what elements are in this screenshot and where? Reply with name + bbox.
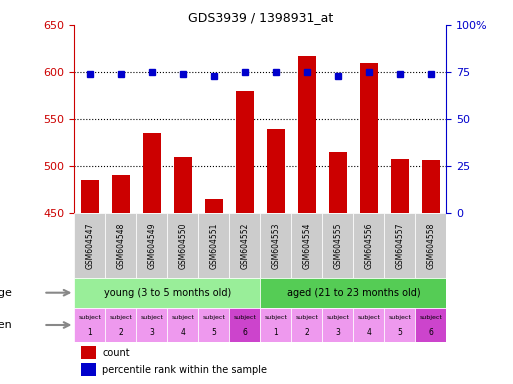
- Text: GSM604548: GSM604548: [116, 222, 125, 269]
- Bar: [136, 214, 167, 278]
- Text: subject: subject: [264, 315, 287, 320]
- Bar: [384, 214, 416, 278]
- Bar: [298, 56, 316, 214]
- Text: age: age: [0, 288, 12, 298]
- Bar: [81, 180, 99, 214]
- Bar: [167, 214, 199, 278]
- Text: GSM604552: GSM604552: [241, 222, 249, 269]
- Text: young (3 to 5 months old): young (3 to 5 months old): [104, 288, 231, 298]
- Bar: [322, 214, 353, 278]
- Text: subject: subject: [203, 315, 225, 320]
- Bar: [74, 214, 105, 278]
- Text: 1: 1: [273, 328, 278, 337]
- Bar: [229, 214, 260, 278]
- Text: 2: 2: [119, 328, 123, 337]
- Bar: [260, 308, 291, 343]
- Bar: [360, 63, 378, 214]
- Bar: [235, 91, 254, 214]
- Bar: [229, 308, 260, 343]
- Bar: [291, 308, 322, 343]
- Bar: [74, 278, 260, 308]
- Text: GSM604556: GSM604556: [364, 222, 373, 269]
- Text: subject: subject: [171, 315, 194, 320]
- Bar: [81, 346, 96, 359]
- Bar: [416, 214, 446, 278]
- Bar: [81, 363, 96, 376]
- Text: 4: 4: [366, 328, 371, 337]
- Text: GSM604551: GSM604551: [209, 222, 219, 269]
- Title: GDS3939 / 1398931_at: GDS3939 / 1398931_at: [188, 11, 333, 24]
- Text: percentile rank within the sample: percentile rank within the sample: [102, 365, 267, 375]
- Bar: [353, 308, 384, 343]
- Bar: [390, 159, 409, 214]
- Bar: [260, 214, 291, 278]
- Bar: [167, 308, 199, 343]
- Bar: [322, 308, 353, 343]
- Text: 6: 6: [428, 328, 433, 337]
- Text: subject: subject: [419, 315, 442, 320]
- Bar: [291, 214, 322, 278]
- Bar: [384, 308, 416, 343]
- Bar: [353, 214, 384, 278]
- Text: GSM604550: GSM604550: [179, 222, 187, 269]
- Bar: [205, 199, 223, 214]
- Text: subject: subject: [233, 315, 256, 320]
- Bar: [173, 157, 192, 214]
- Bar: [105, 214, 136, 278]
- Text: subject: subject: [358, 315, 380, 320]
- Bar: [143, 133, 161, 214]
- Text: 6: 6: [243, 328, 247, 337]
- Text: subject: subject: [109, 315, 132, 320]
- Text: 3: 3: [336, 328, 340, 337]
- Text: 1: 1: [88, 328, 92, 337]
- Text: GSM604549: GSM604549: [147, 222, 156, 269]
- Text: aged (21 to 23 months old): aged (21 to 23 months old): [287, 288, 420, 298]
- Bar: [328, 152, 347, 214]
- Text: specimen: specimen: [0, 320, 12, 330]
- Text: 3: 3: [149, 328, 154, 337]
- Text: 5: 5: [398, 328, 402, 337]
- Bar: [136, 308, 167, 343]
- Text: subject: subject: [78, 315, 102, 320]
- Bar: [416, 308, 446, 343]
- Text: GSM604547: GSM604547: [85, 222, 94, 269]
- Text: count: count: [102, 348, 130, 358]
- Bar: [111, 175, 130, 214]
- Bar: [74, 308, 105, 343]
- Text: 5: 5: [211, 328, 216, 337]
- Bar: [199, 308, 229, 343]
- Text: subject: subject: [295, 315, 318, 320]
- Text: subject: subject: [388, 315, 411, 320]
- Bar: [422, 160, 440, 214]
- Text: GSM604553: GSM604553: [271, 222, 280, 269]
- Text: GSM604555: GSM604555: [333, 222, 342, 269]
- Text: subject: subject: [141, 315, 163, 320]
- Text: 4: 4: [181, 328, 185, 337]
- Text: GSM604558: GSM604558: [426, 222, 436, 269]
- Text: 2: 2: [304, 328, 309, 337]
- Bar: [260, 278, 446, 308]
- Bar: [267, 129, 285, 214]
- Bar: [105, 308, 136, 343]
- Text: GSM604554: GSM604554: [302, 222, 311, 269]
- Bar: [199, 214, 229, 278]
- Text: subject: subject: [326, 315, 349, 320]
- Text: GSM604557: GSM604557: [396, 222, 404, 269]
